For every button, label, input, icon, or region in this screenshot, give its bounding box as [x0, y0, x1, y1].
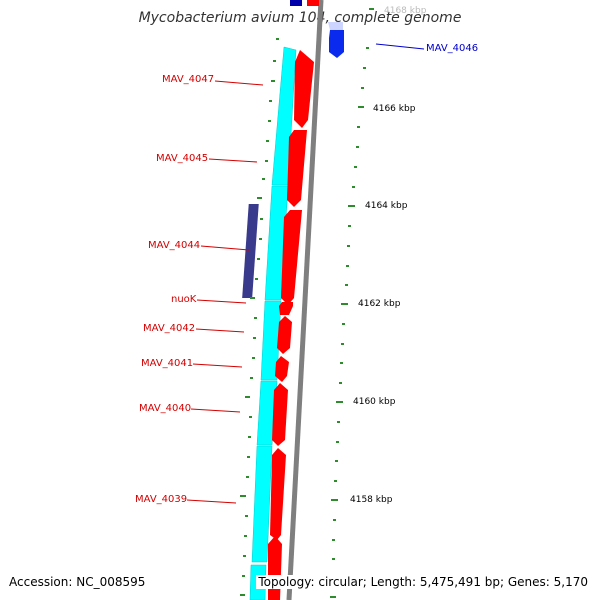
gene-labels-right: MAV_4046 — [375, 43, 478, 54]
gene-label-mav-4040[interactable]: MAV_4040 — [139, 403, 191, 414]
top-gene-blue[interactable] — [290, 0, 302, 6]
tick-label: 4160 kbp — [353, 397, 396, 407]
gene-mav-4046-feature[interactable] — [329, 30, 344, 58]
gene-labels-left: MAV_4047 MAV_4045 MAV_4044 nuoK MAV_4042… — [135, 74, 264, 505]
arrow-9[interactable] — [268, 536, 282, 600]
arrow-5[interactable] — [277, 316, 292, 354]
topology-text: Topology: circular; Length: 5,475,491 bp… — [256, 575, 590, 589]
outer-tick-marks — [330, 8, 374, 598]
accession-text: Accession: NC_008595 — [9, 575, 146, 589]
gene-label-mav-4045[interactable]: MAV_4045 — [156, 153, 208, 164]
map-title: Mycobacterium avium 104, complete genome — [138, 10, 462, 26]
tick-label: 4162 kbp — [358, 299, 401, 309]
arrow-8[interactable] — [270, 448, 286, 540]
scale-labels: 4168 kbp 4166 kbp 4164 kbp 4162 kbp 4160… — [350, 6, 427, 505]
reverse-strand-track[interactable] — [242, 46, 297, 600]
gene-label-mav-4041[interactable]: MAV_4041 — [141, 358, 193, 369]
arrow-7[interactable] — [272, 383, 288, 446]
arrow-3[interactable] — [281, 210, 302, 305]
tick-label: 4158 kbp — [350, 495, 393, 505]
inner-tick-marks — [240, 38, 279, 596]
forward-strand-track[interactable] — [268, 50, 314, 600]
tick-label: 4166 kbp — [373, 104, 416, 114]
top-gene-light[interactable] — [328, 22, 343, 30]
arrow-2[interactable] — [287, 130, 307, 207]
top-gene-red[interactable] — [307, 0, 319, 6]
arrow-4[interactable] — [279, 302, 293, 315]
arrow-6[interactable] — [275, 356, 289, 382]
gene-label-mav-4042[interactable]: MAV_4042 — [143, 323, 195, 334]
gene-nuok-feature[interactable] — [260, 300, 282, 381]
gene-label-mav-4046[interactable]: MAV_4046 — [426, 43, 478, 54]
gene-mav-4040-feature[interactable] — [256, 380, 278, 446]
gene-mav-4044-feature[interactable] — [242, 204, 259, 298]
gene-label-mav-4039[interactable]: MAV_4039 — [135, 494, 187, 505]
gene-label-mav-4047[interactable]: MAV_4047 — [162, 74, 214, 85]
arrow-1[interactable] — [294, 50, 314, 128]
gene-mav-4039-feature[interactable] — [251, 445, 273, 563]
gene-label-nuok[interactable]: nuoK — [171, 294, 197, 305]
tick-label: 4168 kbp — [384, 6, 427, 16]
tick-label: 4164 kbp — [365, 201, 408, 211]
gene-label-mav-4044[interactable]: MAV_4044 — [148, 240, 200, 251]
genome-backbone — [286, 0, 324, 600]
